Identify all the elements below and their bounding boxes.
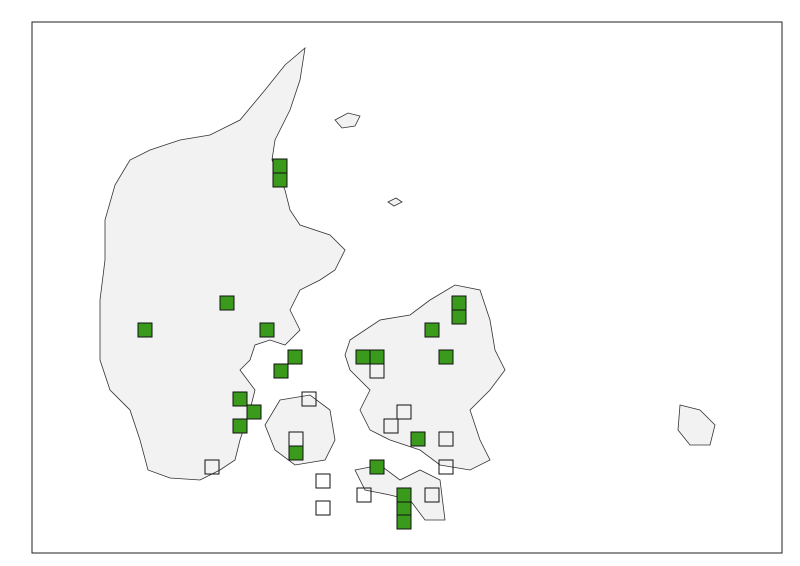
square-empty xyxy=(315,473,331,489)
square-filled xyxy=(424,322,440,338)
anholt xyxy=(387,197,403,207)
square-filled xyxy=(410,431,426,447)
square-filled xyxy=(246,404,262,420)
square-filled xyxy=(232,418,248,434)
square-filled xyxy=(451,295,467,311)
square-empty xyxy=(369,363,385,379)
square-empty xyxy=(438,431,454,447)
square-filled xyxy=(272,172,288,188)
square-empty xyxy=(288,431,304,447)
square-filled xyxy=(137,322,153,338)
grid-squares xyxy=(137,158,467,530)
square-filled xyxy=(396,501,412,517)
laeso xyxy=(334,112,361,129)
square-empty xyxy=(424,487,440,503)
square-filled xyxy=(288,445,304,461)
square-filled xyxy=(369,349,385,365)
square-empty xyxy=(301,391,317,407)
coastline xyxy=(99,46,716,521)
bornholm xyxy=(677,404,716,446)
square-filled xyxy=(396,514,412,530)
square-empty xyxy=(356,487,372,503)
square-empty xyxy=(396,404,412,420)
square-filled xyxy=(272,158,288,174)
square-filled xyxy=(451,309,467,325)
zealand xyxy=(344,284,506,471)
square-filled xyxy=(273,363,289,379)
square-filled xyxy=(355,349,371,365)
square-filled xyxy=(219,295,235,311)
square-filled xyxy=(259,322,275,338)
square-filled xyxy=(287,349,303,365)
square-filled xyxy=(369,459,385,475)
square-empty xyxy=(204,459,220,475)
square-filled xyxy=(232,391,248,407)
square-filled xyxy=(396,487,412,503)
square-filled xyxy=(438,349,454,365)
funen xyxy=(264,394,336,466)
square-empty xyxy=(438,459,454,475)
square-empty xyxy=(315,500,331,516)
square-empty xyxy=(383,418,399,434)
